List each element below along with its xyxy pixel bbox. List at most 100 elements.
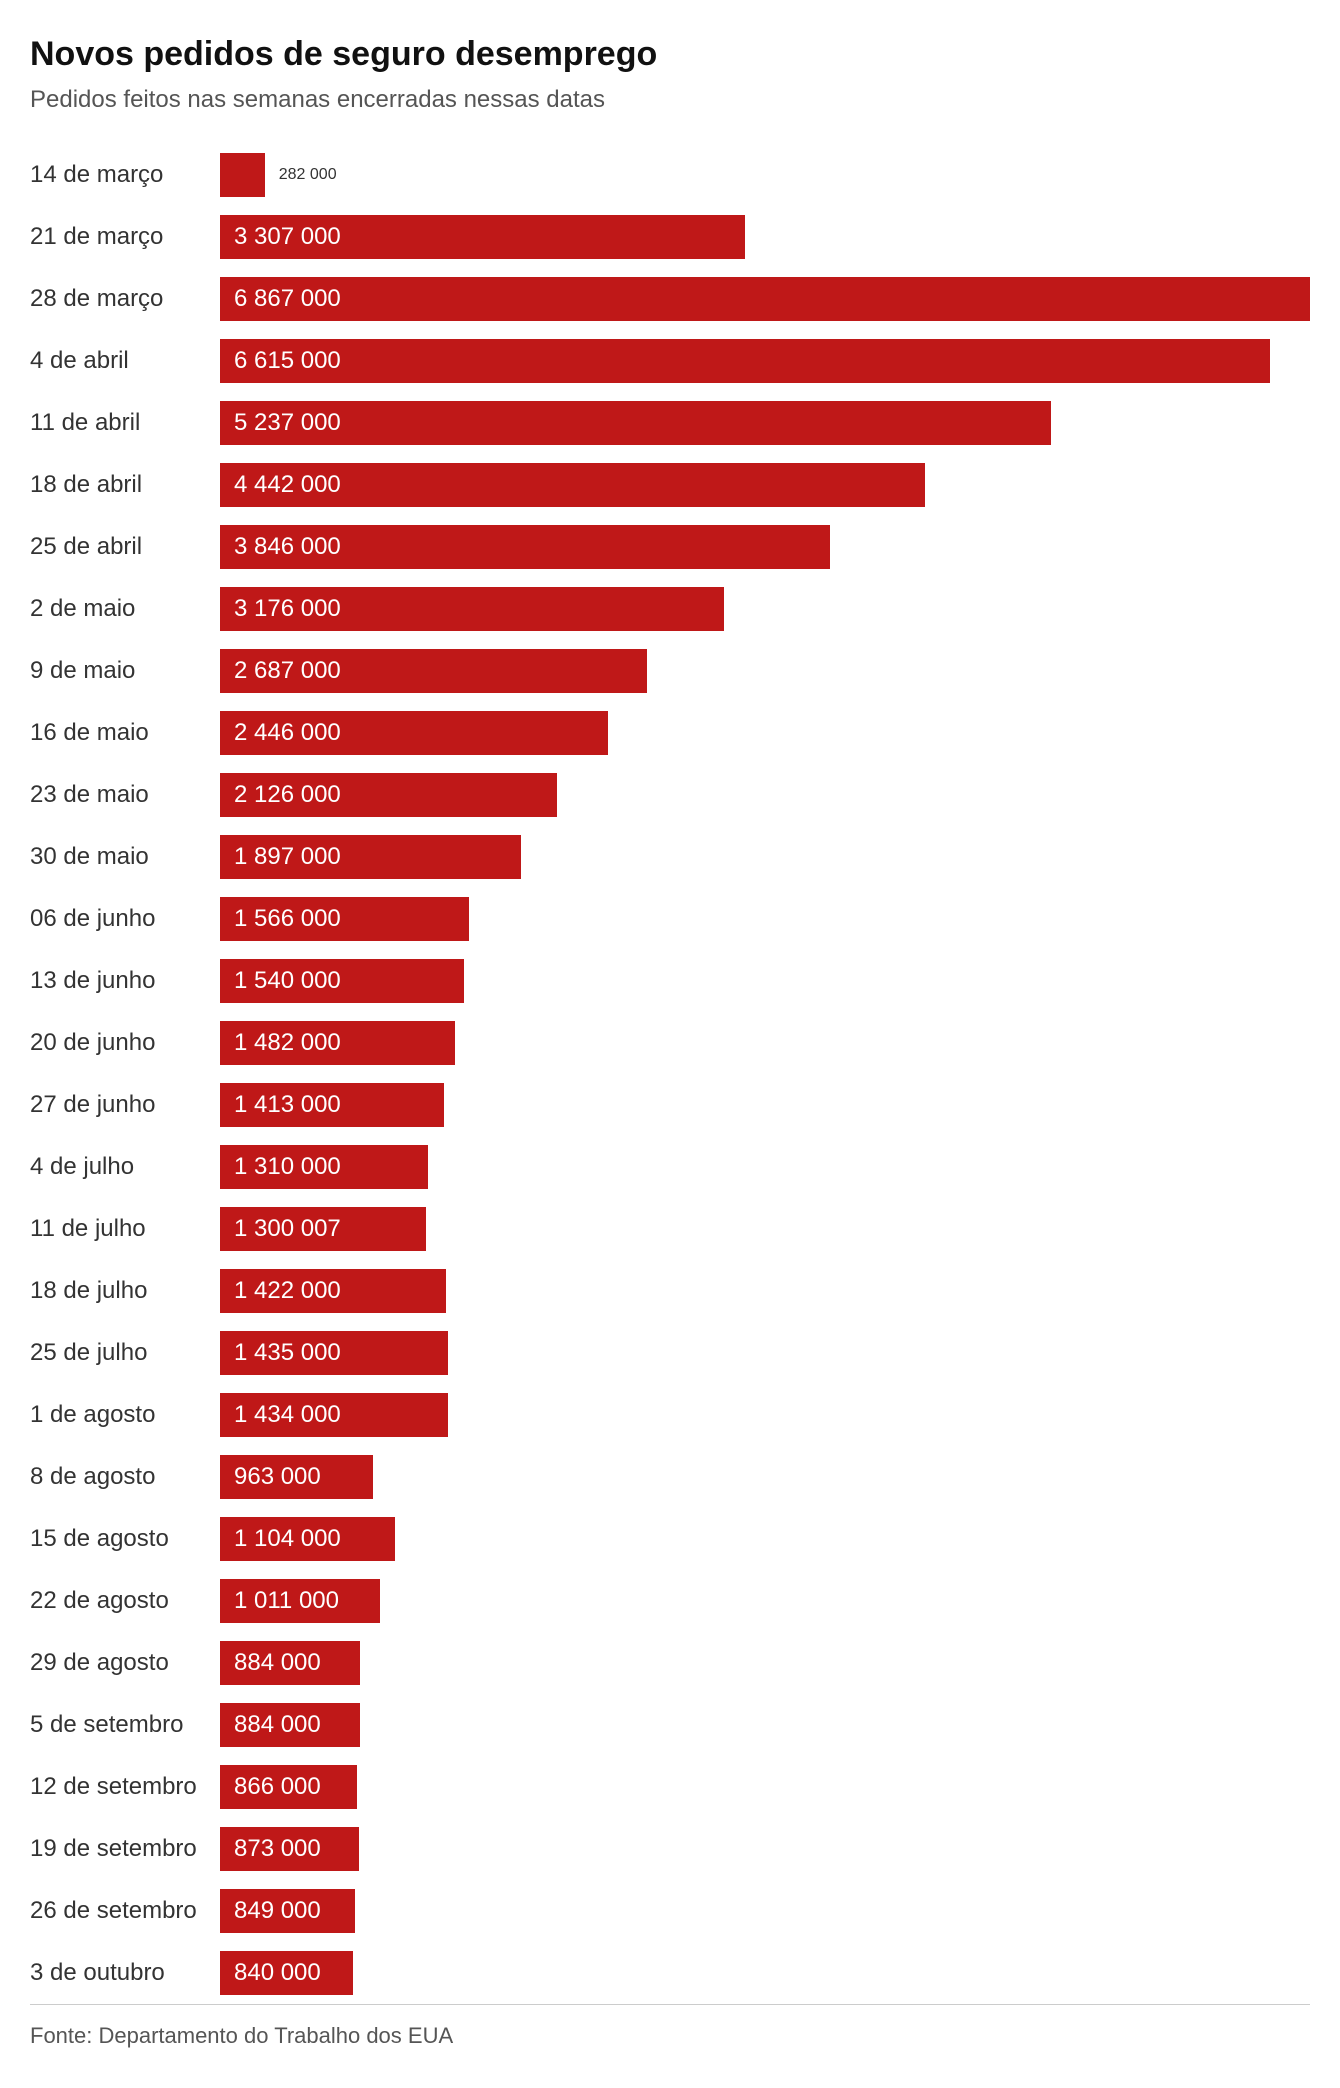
chart-row: 06 de junho1 566 000	[30, 888, 1310, 950]
bar: 3 176 000	[220, 587, 724, 631]
bar: 1 011 000	[220, 1579, 380, 1623]
bar-value: 1 422 000	[220, 1277, 341, 1305]
bar: 963 000	[220, 1455, 373, 1499]
bar-value: 2 126 000	[220, 781, 341, 809]
row-date-label: 19 de setembro	[30, 1835, 220, 1863]
bar-track: 1 434 000	[220, 1384, 1310, 1446]
chart-body: 14 de março282 00021 de março3 307 00028…	[30, 144, 1310, 2005]
chart-row: 16 de maio2 446 000	[30, 702, 1310, 764]
bar-value: 873 000	[220, 1835, 321, 1863]
bar: 1 540 000	[220, 959, 464, 1003]
bar: 1 897 000	[220, 835, 521, 879]
row-date-label: 25 de julho	[30, 1339, 220, 1367]
row-date-label: 28 de março	[30, 285, 220, 313]
row-date-label: 4 de julho	[30, 1153, 220, 1181]
chart-row: 2 de maio3 176 000	[30, 578, 1310, 640]
bar-value: 4 442 000	[220, 471, 341, 499]
bar-value: 5 237 000	[220, 409, 341, 437]
row-date-label: 1 de agosto	[30, 1401, 220, 1429]
row-date-label: 27 de junho	[30, 1091, 220, 1119]
row-date-label: 26 de setembro	[30, 1897, 220, 1925]
row-date-label: 12 de setembro	[30, 1773, 220, 1801]
chart-row: 4 de abril6 615 000	[30, 330, 1310, 392]
row-date-label: 23 de maio	[30, 781, 220, 809]
chart-row: 5 de setembro884 000	[30, 1694, 1310, 1756]
bar-track: 1 566 000	[220, 888, 1310, 950]
bar-value: 849 000	[220, 1897, 321, 1925]
bar-track: 2 446 000	[220, 702, 1310, 764]
bar: 6 615 000	[220, 339, 1270, 383]
row-date-label: 15 de agosto	[30, 1525, 220, 1553]
chart-row: 14 de março282 000	[30, 144, 1310, 206]
chart-row: 29 de agosto884 000	[30, 1632, 1310, 1694]
bar-track: 1 413 000	[220, 1074, 1310, 1136]
bar-value: 3 307 000	[220, 223, 341, 251]
bar-track: 1 104 000	[220, 1508, 1310, 1570]
bar: 1 482 000	[220, 1021, 455, 1065]
bar: 884 000	[220, 1641, 360, 1685]
row-date-label: 25 de abril	[30, 533, 220, 561]
bar-value: 884 000	[220, 1711, 321, 1739]
chart-footer: Fonte: Departamento do Trabalho dos EUA	[30, 2023, 1310, 2049]
bar-track: 3 176 000	[220, 578, 1310, 640]
chart-row: 22 de agosto1 011 000	[30, 1570, 1310, 1632]
bar: 3 846 000	[220, 525, 830, 569]
bar-track: 6 615 000	[220, 330, 1310, 392]
bar-track: 1 540 000	[220, 950, 1310, 1012]
bar-track: 884 000	[220, 1632, 1310, 1694]
bar: 1 300 007	[220, 1207, 426, 1251]
bar-track: 866 000	[220, 1756, 1310, 1818]
chart-row: 15 de agosto1 104 000	[30, 1508, 1310, 1570]
chart-row: 18 de abril4 442 000	[30, 454, 1310, 516]
bar: 884 000	[220, 1703, 360, 1747]
bar: 4 442 000	[220, 463, 925, 507]
bar-track: 3 846 000	[220, 516, 1310, 578]
bar: 866 000	[220, 1765, 357, 1809]
bar-value: 1 897 000	[220, 843, 341, 871]
bar: 2 687 000	[220, 649, 647, 693]
bar-track: 6 867 000	[220, 268, 1310, 330]
row-date-label: 11 de julho	[30, 1215, 220, 1243]
chart-row: 11 de julho1 300 007	[30, 1198, 1310, 1260]
bar-track: 1 482 000	[220, 1012, 1310, 1074]
bar-value: 1 540 000	[220, 967, 341, 995]
bar-track: 282 000	[220, 144, 1310, 206]
bar-track: 1 310 000	[220, 1136, 1310, 1198]
row-date-label: 30 de maio	[30, 843, 220, 871]
bar: 2 126 000	[220, 773, 557, 817]
bar: 1 310 000	[220, 1145, 428, 1189]
bar-value: 1 482 000	[220, 1029, 341, 1057]
chart-row: 25 de julho1 435 000	[30, 1322, 1310, 1384]
bar-value: 866 000	[220, 1773, 321, 1801]
bar: 3 307 000	[220, 215, 745, 259]
bar: 1 435 000	[220, 1331, 448, 1375]
bar-value: 3 846 000	[220, 533, 341, 561]
bar-value: 3 176 000	[220, 595, 341, 623]
row-date-label: 20 de junho	[30, 1029, 220, 1057]
bar-track: 1 897 000	[220, 826, 1310, 888]
bar: 873 000	[220, 1827, 359, 1871]
chart-row: 20 de junho1 482 000	[30, 1012, 1310, 1074]
bar: 5 237 000	[220, 401, 1051, 445]
bar-value: 282 000	[265, 166, 337, 184]
bar: 840 000	[220, 1951, 353, 1995]
chart-row: 28 de março6 867 000	[30, 268, 1310, 330]
bar-value: 963 000	[220, 1463, 321, 1491]
chart-row: 13 de junho1 540 000	[30, 950, 1310, 1012]
row-date-label: 3 de outubro	[30, 1959, 220, 1987]
bar	[220, 153, 265, 197]
chart-row: 9 de maio2 687 000	[30, 640, 1310, 702]
bar-track: 963 000	[220, 1446, 1310, 1508]
chart-row: 30 de maio1 897 000	[30, 826, 1310, 888]
bar-track: 849 000	[220, 1880, 1310, 1942]
chart-subtitle: Pedidos feitos nas semanas encerradas ne…	[30, 86, 1310, 114]
chart-title: Novos pedidos de seguro desemprego	[30, 35, 1310, 74]
bar-value: 1 434 000	[220, 1401, 341, 1429]
bar-value: 1 104 000	[220, 1525, 341, 1553]
chart-row: 21 de março3 307 000	[30, 206, 1310, 268]
chart-row: 23 de maio2 126 000	[30, 764, 1310, 826]
row-date-label: 8 de agosto	[30, 1463, 220, 1491]
bar: 2 446 000	[220, 711, 608, 755]
chart-row: 19 de setembro873 000	[30, 1818, 1310, 1880]
chart-row: 25 de abril3 846 000	[30, 516, 1310, 578]
